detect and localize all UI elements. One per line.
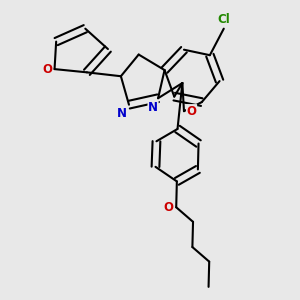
Text: O: O bbox=[42, 63, 52, 76]
Text: O: O bbox=[187, 105, 196, 118]
Text: Cl: Cl bbox=[218, 13, 230, 26]
Text: O: O bbox=[164, 201, 174, 214]
Text: N: N bbox=[116, 107, 126, 120]
Text: N: N bbox=[148, 101, 158, 114]
